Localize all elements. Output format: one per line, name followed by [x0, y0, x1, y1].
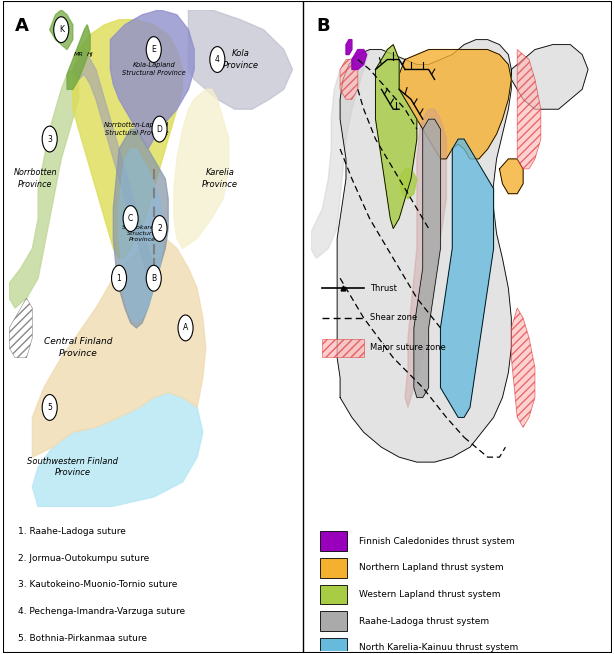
Polygon shape — [337, 40, 511, 462]
Bar — [320, 638, 347, 654]
Polygon shape — [405, 109, 446, 407]
Bar — [320, 531, 347, 551]
Text: Finnish Caledonides thrust system: Finnish Caledonides thrust system — [359, 536, 514, 545]
Text: Southwestern Finland
Province: Southwestern Finland Province — [27, 456, 118, 477]
Bar — [322, 339, 363, 356]
Polygon shape — [352, 50, 367, 69]
Text: A: A — [183, 324, 188, 332]
Polygon shape — [113, 129, 168, 328]
Circle shape — [54, 17, 69, 43]
Text: North Karelia-Kainuu thrust system: North Karelia-Kainuu thrust system — [359, 644, 518, 653]
Circle shape — [146, 266, 161, 291]
Circle shape — [146, 37, 161, 63]
Text: MR: MR — [74, 52, 84, 57]
Text: 3. Kautokeino-Muonio-Tornio suture: 3. Kautokeino-Muonio-Tornio suture — [18, 581, 178, 589]
Polygon shape — [73, 50, 154, 278]
Circle shape — [42, 394, 57, 421]
Polygon shape — [188, 10, 293, 109]
Circle shape — [152, 216, 167, 241]
Bar — [320, 558, 347, 577]
Text: Svecokarelia
Structural
Province: Svecokarelia Structural Province — [122, 225, 162, 242]
Polygon shape — [174, 90, 229, 249]
Text: K: K — [59, 26, 64, 34]
Polygon shape — [511, 308, 535, 427]
Text: Major suture zone: Major suture zone — [370, 343, 445, 353]
Circle shape — [210, 46, 225, 73]
Text: Shear zone: Shear zone — [370, 313, 417, 322]
Text: Western Lapland thrust system: Western Lapland thrust system — [359, 590, 500, 599]
Polygon shape — [119, 149, 162, 323]
Text: 4. Pechenga-Imandra-Varzuga suture: 4. Pechenga-Imandra-Varzuga suture — [18, 607, 185, 616]
Polygon shape — [440, 139, 494, 417]
Polygon shape — [346, 40, 352, 54]
Text: 2: 2 — [157, 224, 162, 233]
Text: 5: 5 — [47, 403, 52, 412]
Text: 1. Raahe-Ladoga suture: 1. Raahe-Ladoga suture — [18, 527, 126, 536]
Polygon shape — [517, 50, 541, 169]
Polygon shape — [414, 119, 440, 398]
Circle shape — [152, 116, 167, 142]
Text: Norrbotten
Province: Norrbotten Province — [14, 168, 57, 189]
Polygon shape — [511, 44, 588, 109]
Polygon shape — [340, 60, 358, 99]
Polygon shape — [9, 69, 79, 308]
Polygon shape — [33, 239, 206, 457]
Text: HJ: HJ — [87, 52, 93, 57]
Text: A: A — [15, 17, 29, 35]
Polygon shape — [376, 44, 417, 228]
Polygon shape — [33, 392, 203, 507]
Polygon shape — [399, 50, 511, 159]
Polygon shape — [73, 20, 183, 258]
Polygon shape — [311, 50, 370, 258]
Text: 5. Bothnia-Pirkanmaa suture: 5. Bothnia-Pirkanmaa suture — [18, 634, 147, 643]
Text: Norrbotten-Lapland
Structural Province: Norrbotten-Lapland Structural Province — [104, 122, 169, 136]
Circle shape — [123, 205, 138, 232]
Text: 1: 1 — [117, 274, 121, 283]
Circle shape — [178, 315, 193, 341]
Polygon shape — [50, 10, 73, 50]
Text: 4: 4 — [215, 55, 220, 64]
Text: E: E — [151, 45, 156, 54]
Text: Northern Lapland thrust system: Northern Lapland thrust system — [359, 563, 503, 572]
Text: Kola-Lapland
Structural Province: Kola-Lapland Structural Province — [122, 62, 186, 77]
Text: C: C — [128, 214, 133, 223]
Text: Raahe-Ladoga thrust system: Raahe-Ladoga thrust system — [359, 617, 489, 626]
Text: D: D — [157, 125, 162, 133]
Text: Central Finland
Province: Central Finland Province — [44, 337, 113, 358]
Text: 3: 3 — [47, 135, 52, 143]
Text: Karelia
Province: Karelia Province — [202, 168, 238, 189]
Bar — [320, 585, 347, 604]
Circle shape — [111, 266, 127, 291]
Polygon shape — [399, 169, 417, 199]
Text: B: B — [317, 17, 330, 35]
Text: B: B — [151, 274, 156, 283]
Polygon shape — [110, 10, 194, 149]
Bar — [320, 611, 347, 631]
Text: Kola
Province: Kola Province — [223, 49, 258, 70]
Polygon shape — [67, 25, 90, 90]
Polygon shape — [499, 159, 523, 194]
Text: 2. Jormua-Outokumpu suture: 2. Jormua-Outokumpu suture — [18, 554, 149, 562]
Text: Thrust: Thrust — [370, 284, 397, 292]
Circle shape — [42, 126, 57, 152]
